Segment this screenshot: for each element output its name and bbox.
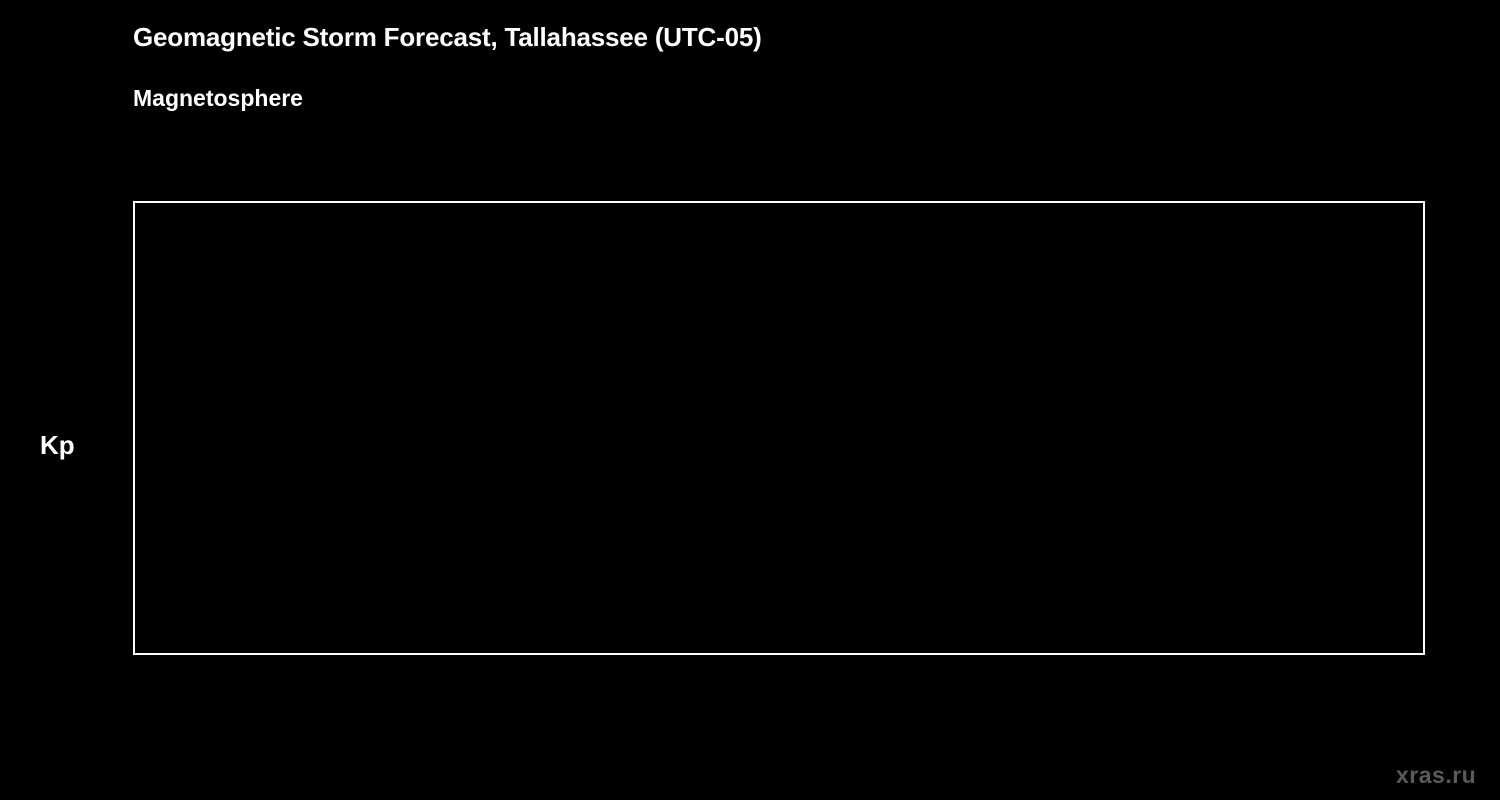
y-axis-label: Kp <box>40 430 75 460</box>
plot-area <box>133 201 1425 655</box>
watermark: xras.ru <box>1396 762 1477 788</box>
page-title: Geomagnetic Storm Forecast, Tallahassee … <box>133 22 762 52</box>
chart-subtitle: Magnetosphere <box>133 85 303 111</box>
bar-series <box>135 203 1423 653</box>
